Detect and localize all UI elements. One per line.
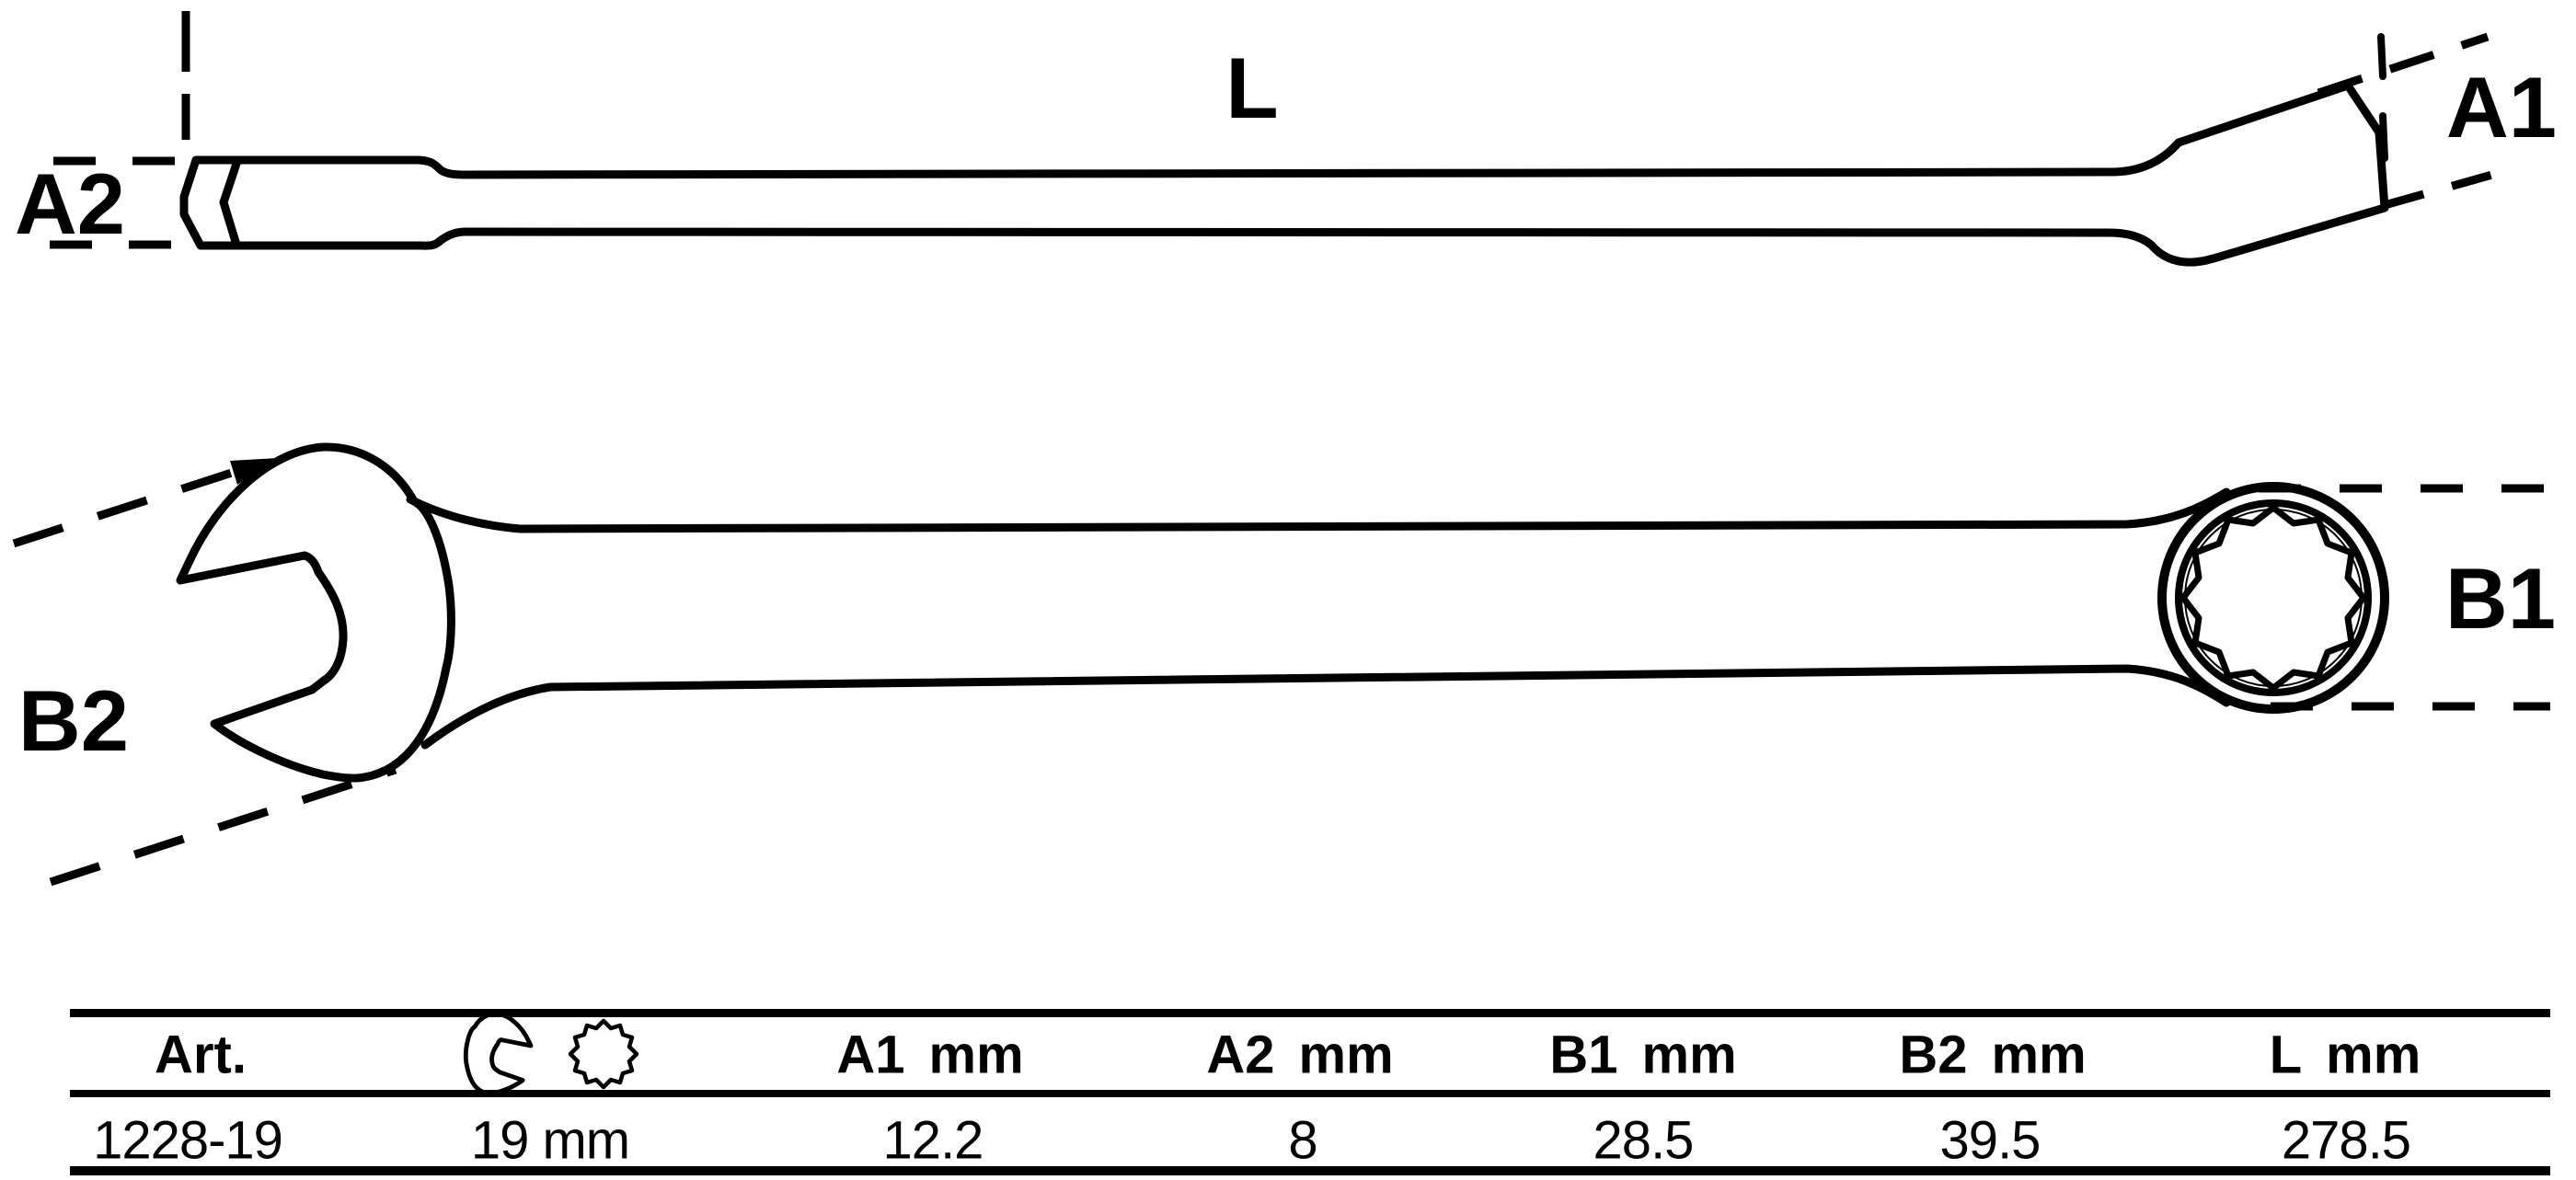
open-end-wrench-icon-path	[463, 1011, 534, 1096]
ring-end-inner-circle	[2175, 499, 2372, 696]
a1-dimension-label: A1	[2445, 59, 2558, 155]
ring-end-12point-profile	[2179, 504, 2367, 692]
a1-extension-line-bottom	[2383, 165, 2513, 210]
table-header-b2: B2 mm	[1899, 1025, 2086, 1086]
side-view	[50, 11, 2513, 267]
table-cell-a1-value: 12.2	[882, 1110, 984, 1171]
b2-arrowhead	[230, 458, 278, 485]
ring-wrench-icon-star	[568, 1018, 639, 1090]
spec-table-rules	[70, 1009, 2550, 1175]
table-header-a2-unit: mm	[1298, 1025, 1394, 1085]
table-header-a1-unit: mm	[928, 1025, 1024, 1085]
a1-tick-top	[2377, 33, 2386, 80]
shank-bottom-line	[420, 664, 2231, 750]
table-cell-a2-value: 8	[1288, 1110, 1317, 1171]
ring-end-outer-circle	[2157, 482, 2389, 714]
table-cell-wrench-size: 19 mm	[470, 1110, 630, 1171]
table-bottom-rule	[70, 1166, 2550, 1175]
open-end-bevel-line	[219, 156, 242, 249]
table-top-rule	[70, 1009, 2550, 1017]
table-header-l-unit: mm	[2326, 1025, 2421, 1085]
table-cell-article-number: 1228-19	[93, 1110, 283, 1171]
a2-dimension-label: A2	[14, 155, 126, 252]
a1-extension-line-top	[2317, 32, 2490, 97]
table-header-b1: B1 mm	[1549, 1025, 1736, 1086]
table-header-l: L mm	[2270, 1025, 2421, 1086]
table-header-a2: A2 mm	[1206, 1025, 1393, 1086]
table-header-a1: A1 mm	[836, 1025, 1023, 1086]
a1-tick-bottom	[2379, 112, 2388, 162]
table-header-art: Art.	[155, 1025, 247, 1086]
table-header-b2-name: B2	[1899, 1025, 1968, 1085]
table-header-b1-name: B1	[1549, 1025, 1618, 1085]
table-header-l-name: L	[2269, 1025, 2303, 1085]
top-view	[12, 442, 2550, 887]
table-header-art-label: Art.	[155, 1025, 247, 1085]
table-header-b1-unit: mm	[1641, 1025, 1737, 1085]
length-dimension-label: L	[1225, 40, 1279, 136]
ring-end-hairline-circle	[2184, 509, 2363, 687]
b2-dimension-label: B2	[17, 672, 130, 769]
table-header-b2-unit: mm	[1991, 1025, 2087, 1085]
open-end-head-outline	[176, 442, 455, 783]
wrench-side-profile-outline	[179, 81, 2389, 267]
table-header-a2-name: A2	[1206, 1025, 1275, 1085]
table-cell-b1-value: 28.5	[1593, 1110, 1695, 1171]
table-header-a1-name: A1	[836, 1025, 905, 1085]
open-end-wrench-icon	[463, 1011, 534, 1096]
b2-dimension-line-top	[12, 466, 239, 548]
table-header-rule	[70, 1090, 2550, 1097]
b1-dimension-label: B1	[2444, 550, 2557, 647]
ring-wrench-icon	[568, 1018, 639, 1090]
shank-top-line	[406, 487, 2231, 533]
b2-dimension-line-bottom	[49, 765, 397, 887]
table-cell-b2-value: 39.5	[1939, 1110, 2041, 1171]
table-cell-l-value: 278.5	[2281, 1110, 2411, 1171]
